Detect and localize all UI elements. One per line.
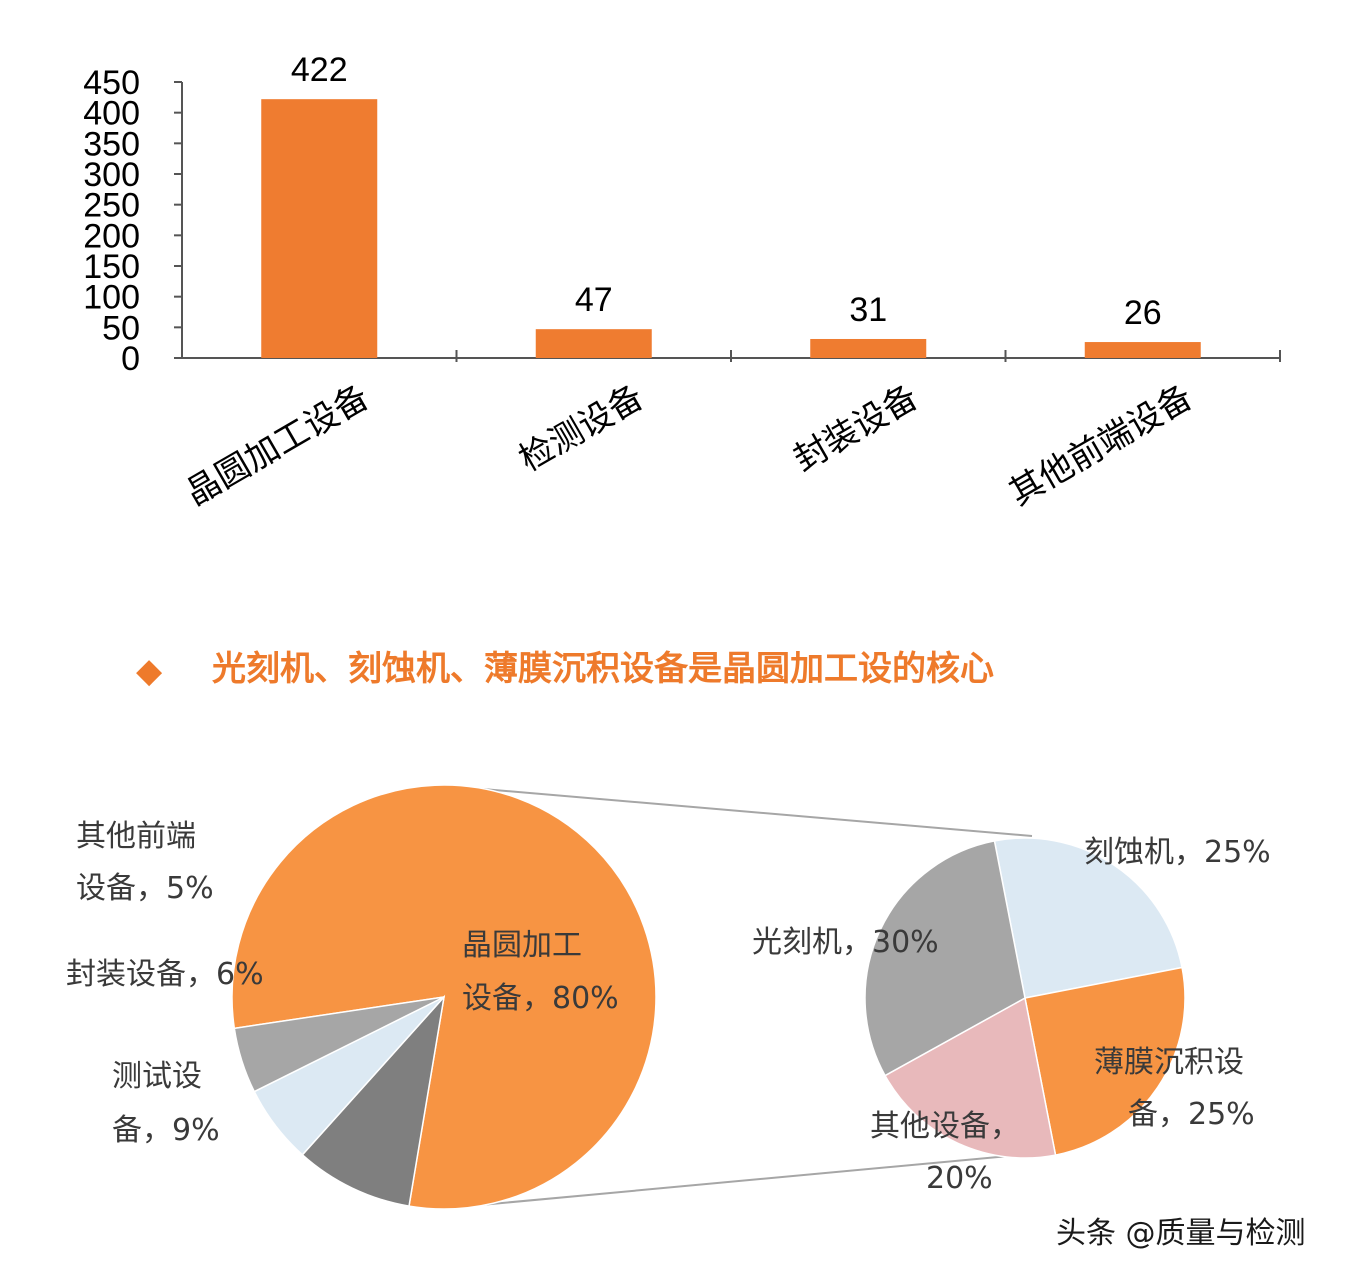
x-axis-ticks	[455, 350, 1281, 362]
bar	[261, 99, 378, 358]
pie-main	[231, 784, 657, 1210]
category-label: 检测设备	[512, 377, 650, 480]
bars	[261, 99, 1201, 358]
connector-bottom	[447, 1151, 1053, 1209]
category-label: 封装设备	[787, 377, 925, 480]
label-film-line1: 薄膜沉积设	[1094, 1045, 1244, 1080]
headline-bullet: ◆	[136, 651, 163, 691]
y-tick-label: 200	[83, 217, 140, 255]
label-other-front-line1: 其他前端	[76, 819, 196, 854]
bar-value-labels: 422 47 31 26	[291, 51, 1162, 332]
y-tick-label: 450	[83, 64, 140, 102]
bar	[810, 338, 927, 358]
label-film-line2: 备，25%	[1128, 1097, 1255, 1132]
y-tick-label: 250	[83, 187, 140, 225]
bar	[535, 329, 652, 358]
y-tick-label: 350	[83, 125, 140, 163]
pie-slice	[864, 840, 1026, 1077]
label-litho: 光刻机，30%	[752, 925, 939, 960]
pie-slice	[233, 996, 445, 1093]
label-other-line2: 20%	[926, 1161, 993, 1196]
connector-top	[447, 785, 1033, 837]
pie-slice	[301, 994, 446, 1207]
label-test-line1: 测试设	[112, 1059, 202, 1094]
category-label: 晶圆加工设备	[179, 377, 376, 514]
category-labels: 晶圆加工设备 检测设备 封装设备 其他前端设备	[179, 377, 1199, 514]
y-tick-label: 50	[102, 309, 140, 347]
category-label: 其他前端设备	[1003, 377, 1200, 514]
bar	[1084, 342, 1201, 358]
label-wafer-line1: 晶圆加工	[462, 928, 582, 963]
pie-slice	[1024, 966, 1186, 1156]
label-test-line2: 备，9%	[112, 1113, 220, 1148]
label-other-front-line2: 设备，5%	[76, 871, 214, 906]
y-tick-label: 150	[83, 248, 140, 286]
y-tick-label: 400	[83, 95, 140, 133]
label-wafer-line2: 设备，80%	[462, 981, 619, 1016]
y-tick-label: 300	[83, 156, 140, 194]
bar-value-label: 26	[1124, 294, 1162, 332]
bar-value-label: 422	[291, 51, 348, 89]
y-tick-label: 0	[121, 340, 140, 378]
bar-value-label: 31	[849, 291, 887, 329]
label-other-line1: 其他设备，	[870, 1109, 1020, 1144]
label-etch: 刻蚀机，25%	[1084, 835, 1271, 870]
watermark: 头条 @质量与检测	[1056, 1216, 1306, 1251]
headline: ◆ 光刻机、刻蚀机、薄膜沉积设备是晶圆加工设的核心	[136, 649, 994, 691]
label-package: 封装设备，6%	[66, 957, 264, 992]
pie-main-labels: 晶圆加工 设备，80% 测试设 备，9% 封装设备，6% 其他前端 设备，5%	[66, 819, 619, 1148]
bar-value-label: 47	[575, 281, 613, 319]
pie-detail-labels: 刻蚀机，25% 光刻机，30% 薄膜沉积设 备，25% 其他设备， 20%	[752, 835, 1271, 1196]
pie-slice	[884, 996, 1057, 1159]
y-tick-label: 100	[83, 279, 140, 317]
pie-slice	[993, 837, 1183, 999]
headline-text: 光刻机、刻蚀机、薄膜沉积设备是晶圆加工设的核心	[212, 649, 994, 689]
pie-connector-lines	[447, 785, 1053, 1209]
pie-detail	[864, 837, 1186, 1159]
